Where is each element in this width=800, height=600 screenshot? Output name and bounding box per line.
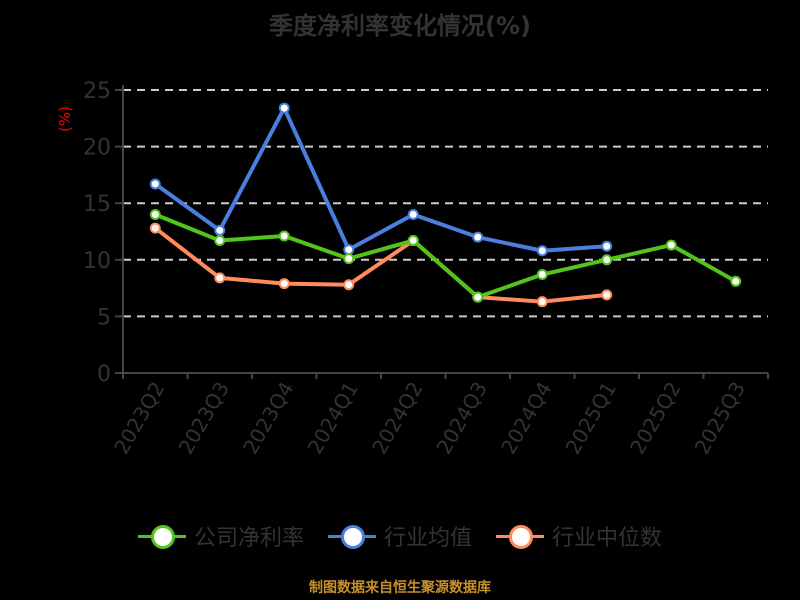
svg-text:2024Q4: 2024Q4 (496, 378, 556, 459)
svg-text:20: 20 (83, 136, 111, 161)
data-source-note: 制图数据来自恒生聚源数据库 (309, 580, 491, 596)
svg-text:2024Q1: 2024Q1 (303, 378, 363, 459)
svg-text:2025Q3: 2025Q3 (690, 378, 750, 459)
legend-label: 行业中位数 (552, 526, 663, 551)
legend-label: 行业均值 (383, 526, 472, 551)
legend-marker-icon (496, 524, 544, 549)
line-chart: 0 5 10 15 20 25 2023Q2 2023Q3 2023Q4 2024Q1 2024Q2… (83, 79, 769, 459)
legend-marker-icon (327, 524, 376, 549)
svg-text:2024Q3: 2024Q3 (432, 378, 492, 459)
legend-item-industry-avg[interactable]: 行业均值 (327, 520, 472, 552)
svg-text:2024Q2: 2024Q2 (367, 378, 427, 459)
svg-text:15: 15 (83, 192, 111, 217)
svg-text:10: 10 (83, 249, 111, 274)
data-series (149, 102, 742, 308)
svg-text:2023Q4: 2023Q4 (238, 378, 298, 459)
svg-text:5: 5 (97, 305, 111, 330)
legend-item-industry-median[interactable]: 行业中位数 (496, 520, 662, 552)
svg-text:2023Q3: 2023Q3 (174, 378, 234, 459)
svg-text:2025Q2: 2025Q2 (625, 378, 685, 459)
svg-text:0: 0 (97, 362, 111, 387)
axes: 0 5 10 15 20 25 2023Q2 2023Q3 2023Q4 2024Q1 2024Q2… (83, 79, 769, 459)
legend: 公司净利率 行业均值 行业中位数 (0, 520, 800, 552)
legend-marker-icon (137, 524, 186, 549)
svg-text:25: 25 (83, 79, 111, 104)
grid-lines (123, 89, 768, 318)
svg-text:2025Q1: 2025Q1 (561, 378, 621, 459)
legend-label: 公司净利率 (193, 526, 304, 551)
svg-text:2023Q2: 2023Q2 (109, 378, 169, 459)
chart-title: 季度净利率变化情况(%) (269, 12, 531, 40)
legend-item-company[interactable]: 公司净利率 (137, 520, 304, 552)
